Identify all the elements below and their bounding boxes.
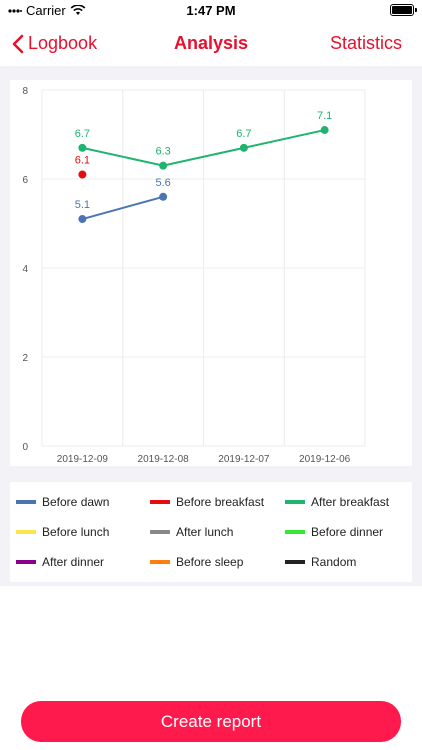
data-label: 6.7	[75, 128, 90, 140]
legend-label: Before breakfast	[176, 495, 265, 509]
data-point	[159, 192, 168, 201]
legend-label: Random	[311, 555, 357, 569]
legend-label: After breakfast	[311, 495, 390, 509]
legend-item: Before dawn	[16, 495, 109, 509]
y-tick-label: 0	[22, 442, 28, 453]
legend-swatch	[285, 500, 305, 504]
data-point	[78, 170, 87, 179]
data-point	[239, 143, 248, 152]
statistics-button[interactable]: Statistics	[329, 33, 402, 53]
create-report-button[interactable]: Create report	[21, 701, 401, 742]
data-label: 6.1	[75, 155, 90, 167]
data-label: 6.3	[155, 146, 170, 158]
legend-swatch	[285, 560, 305, 564]
nav-bar: Logbook Analysis Statistics	[0, 22, 422, 66]
status-bar: Carrier 1:47 PM	[0, 0, 422, 22]
status-left: Carrier	[8, 3, 86, 18]
x-tick-label: 2019-12-09	[57, 454, 109, 465]
legend-label: Before dinner	[311, 525, 384, 539]
series-line	[82, 129, 325, 167]
legend-item: Before lunch	[16, 525, 109, 539]
legend-label: Before sleep	[176, 555, 244, 569]
data-label: 6.7	[236, 128, 251, 140]
data-label: 7.1	[317, 110, 332, 122]
data-point	[159, 161, 168, 170]
back-label: Logbook	[28, 33, 98, 53]
legend-swatch	[150, 500, 170, 504]
legend-item: Before breakfast	[150, 495, 264, 509]
legend: Before dawn Before breakfast After breakfa…	[10, 482, 412, 582]
y-tick-label: 2	[22, 353, 28, 364]
battery-icon	[390, 4, 417, 16]
y-tick-label: 6	[22, 175, 28, 186]
wifi-icon	[70, 5, 86, 15]
legend-item: After lunch	[150, 525, 233, 539]
data-label: 5.1	[75, 199, 90, 211]
signal-icon	[8, 8, 22, 13]
legend-item: After dinner	[16, 555, 104, 569]
legend-swatch	[150, 560, 170, 564]
legend-swatch	[16, 530, 36, 534]
chart-card: 0 2 4 6 8 2019-12-09 2019-12-08 2019-12-07 2019-…	[10, 80, 412, 466]
legend-label: After lunch	[176, 525, 234, 539]
legend-swatch	[16, 560, 36, 564]
y-tick-label: 4	[22, 264, 28, 275]
data-point	[320, 126, 329, 135]
legend-item: After breakfast	[285, 495, 389, 509]
legend-swatch	[16, 500, 36, 504]
legend-label: Before lunch	[42, 525, 110, 539]
y-tick-label: 8	[22, 86, 28, 97]
data-point	[78, 215, 87, 224]
legend-label: Before dawn	[42, 495, 110, 509]
carrier-label: Carrier	[26, 3, 66, 18]
x-tick-label: 2019-12-06	[299, 454, 351, 465]
status-time: 1:47 PM	[186, 3, 236, 18]
back-button[interactable]: Logbook	[12, 33, 97, 54]
legend-item: Before sleep	[150, 555, 243, 569]
data-label: 5.6	[155, 177, 170, 189]
x-tick-label: 2019-12-07	[218, 454, 270, 465]
legend-swatch	[285, 530, 305, 534]
data-point	[78, 143, 87, 152]
x-tick-label: 2019-12-08	[138, 454, 190, 465]
legend-item: Before dinner	[285, 525, 383, 539]
chevron-left-icon	[12, 34, 24, 53]
line-chart: 0 2 4 6 8 2019-12-09 2019-12-08 2019-12-07 2019-…	[22, 86, 366, 465]
legend-swatch	[150, 530, 170, 534]
legend-label: After dinner	[42, 555, 105, 569]
legend-item: Random	[285, 555, 356, 569]
series-line	[82, 195, 164, 221]
